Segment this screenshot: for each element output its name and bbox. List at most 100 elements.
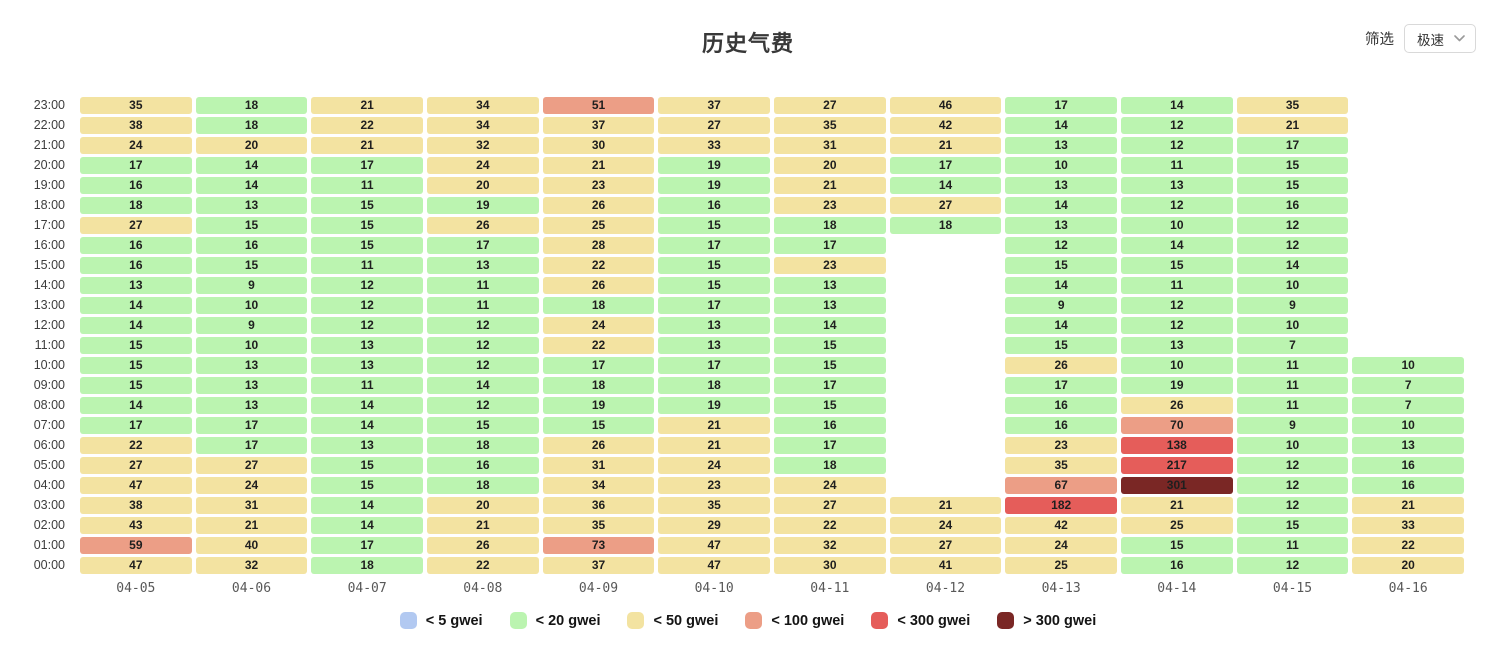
filter-control: 筛选 极速 bbox=[1365, 24, 1476, 53]
hour-label: 00:00 bbox=[33, 558, 65, 572]
heatmap-cell: 13 bbox=[1120, 176, 1233, 194]
speed-select[interactable]: 极速 bbox=[1404, 24, 1476, 53]
hour-label: 15:00 bbox=[33, 258, 65, 272]
heatmap-cell: 10 bbox=[195, 336, 308, 354]
heatmap-cell: 11 bbox=[1236, 536, 1349, 554]
heatmap-cell: 15 bbox=[426, 416, 539, 434]
date-label: 04-06 bbox=[231, 581, 272, 596]
heatmap-cell: 15 bbox=[1236, 516, 1349, 534]
date-label: 04-05 bbox=[116, 581, 156, 596]
legend-swatch bbox=[997, 612, 1015, 629]
heatmap-cell: 35 bbox=[80, 96, 192, 114]
heatmap-cell: 16 bbox=[1120, 556, 1233, 574]
heatmap-cell bbox=[890, 437, 1002, 454]
heatmap-cell: 14 bbox=[889, 176, 1002, 194]
heatmap-cell: 14 bbox=[426, 376, 539, 394]
heatmap-cell: 16 bbox=[773, 416, 886, 434]
heatmap-cell: 15 bbox=[658, 276, 770, 294]
heatmap-cell: 19 bbox=[658, 156, 770, 174]
date-label: 04-14 bbox=[1157, 581, 1197, 596]
heatmap-cell: 7 bbox=[1352, 396, 1464, 414]
heatmap-cell: 13 bbox=[195, 196, 308, 214]
heatmap-cell: 38 bbox=[80, 116, 192, 134]
legend-label: < 100 gwei bbox=[771, 612, 845, 629]
heatmap-cell: 16 bbox=[426, 456, 539, 474]
heatmap-cell: 13 bbox=[1005, 216, 1117, 234]
heatmap-cell: 13 bbox=[311, 436, 423, 454]
heatmap-cell: 12 bbox=[1120, 116, 1233, 134]
heatmap-cell: 11 bbox=[426, 296, 539, 314]
heatmap-cell: 18 bbox=[542, 376, 655, 394]
legend-item: < 100 gwei bbox=[745, 612, 844, 629]
heatmap-cell: 15 bbox=[1120, 256, 1233, 274]
heatmap-cell: 17 bbox=[773, 436, 886, 454]
heatmap-cell: 21 bbox=[889, 496, 1002, 514]
heatmap-cell: 17 bbox=[80, 156, 192, 174]
heatmap-cell: 11 bbox=[1120, 156, 1233, 174]
heatmap-cell: 14 bbox=[195, 156, 308, 174]
heatmap-cell: 15 bbox=[658, 256, 770, 274]
hour-label: 18:00 bbox=[33, 198, 65, 212]
heatmap-cell: 17 bbox=[1005, 96, 1117, 114]
heatmap-cell bbox=[1352, 337, 1464, 354]
heatmap-cell: 19 bbox=[426, 196, 539, 214]
heatmap-cell: 18 bbox=[426, 476, 539, 494]
heatmap-cell: 17 bbox=[311, 536, 423, 554]
heatmap-cell: 18 bbox=[195, 96, 308, 114]
heatmap-cell bbox=[890, 397, 1002, 414]
heatmap-cell: 67 bbox=[1005, 476, 1117, 494]
heatmap-cell: 9 bbox=[1236, 296, 1349, 314]
heatmap-cell: 13 bbox=[1120, 336, 1233, 354]
heatmap-cell bbox=[890, 457, 1002, 474]
hour-label: 17:00 bbox=[33, 218, 65, 232]
heatmap-cell: 16 bbox=[1352, 476, 1464, 494]
heatmap-cell: 27 bbox=[80, 456, 192, 474]
filter-label: 筛选 bbox=[1365, 32, 1394, 48]
heatmap-cell: 12 bbox=[1005, 236, 1117, 254]
heatmap-cell: 13 bbox=[426, 256, 539, 274]
heatmap-cell: 12 bbox=[1120, 316, 1233, 334]
heatmap-cell: 17 bbox=[658, 296, 770, 314]
heatmap-cell: 47 bbox=[80, 556, 192, 574]
heatmap-cell bbox=[890, 277, 1002, 294]
heatmap-cell: 16 bbox=[1352, 456, 1464, 474]
heatmap-cell: 9 bbox=[1236, 416, 1349, 434]
heatmap-cell: 59 bbox=[80, 536, 192, 554]
hour-label: 13:00 bbox=[33, 298, 65, 312]
heatmap-cell: 13 bbox=[658, 316, 770, 334]
heatmap-cell: 41 bbox=[889, 556, 1002, 574]
heatmap-cell: 17 bbox=[658, 236, 770, 254]
heatmap-cell: 14 bbox=[1120, 236, 1233, 254]
heatmap-cell: 21 bbox=[773, 176, 886, 194]
heatmap-cell: 18 bbox=[889, 216, 1002, 234]
heatmap-cell bbox=[1352, 217, 1464, 234]
heatmap-cell: 15 bbox=[1120, 536, 1233, 554]
heatmap-cell: 12 bbox=[1236, 456, 1349, 474]
heatmap-cell: 73 bbox=[542, 536, 655, 554]
date-label: 04-13 bbox=[1041, 581, 1081, 596]
heatmap-cell: 20 bbox=[195, 136, 308, 154]
heatmap-cell: 14 bbox=[1005, 196, 1117, 214]
heatmap-cell: 24 bbox=[889, 516, 1002, 534]
heatmap-cell: 23 bbox=[658, 476, 770, 494]
legend-label: < 300 gwei bbox=[897, 612, 971, 629]
heatmap-cell bbox=[890, 337, 1002, 354]
heatmap-cell: 15 bbox=[80, 336, 192, 354]
heatmap-cell: 19 bbox=[542, 396, 655, 414]
heatmap-cell: 14 bbox=[1005, 276, 1117, 294]
heatmap-cell: 33 bbox=[658, 136, 770, 154]
heatmap-cell: 16 bbox=[80, 256, 192, 274]
heatmap-cell bbox=[890, 477, 1002, 494]
heatmap-cell: 15 bbox=[1005, 336, 1117, 354]
heatmap-cell: 182 bbox=[1005, 496, 1117, 514]
heatmap-cell: 14 bbox=[80, 316, 192, 334]
hour-label: 12:00 bbox=[33, 318, 65, 332]
heatmap-cell: 17 bbox=[773, 236, 886, 254]
heatmap-cell: 13 bbox=[773, 296, 886, 314]
hour-label: 23:00 bbox=[33, 98, 65, 112]
heatmap-cell bbox=[890, 237, 1002, 254]
heatmap-cell bbox=[1352, 97, 1464, 114]
heatmap-cell: 37 bbox=[542, 116, 655, 134]
heatmap-cell: 12 bbox=[426, 336, 539, 354]
heatmap-cell: 17 bbox=[80, 416, 192, 434]
